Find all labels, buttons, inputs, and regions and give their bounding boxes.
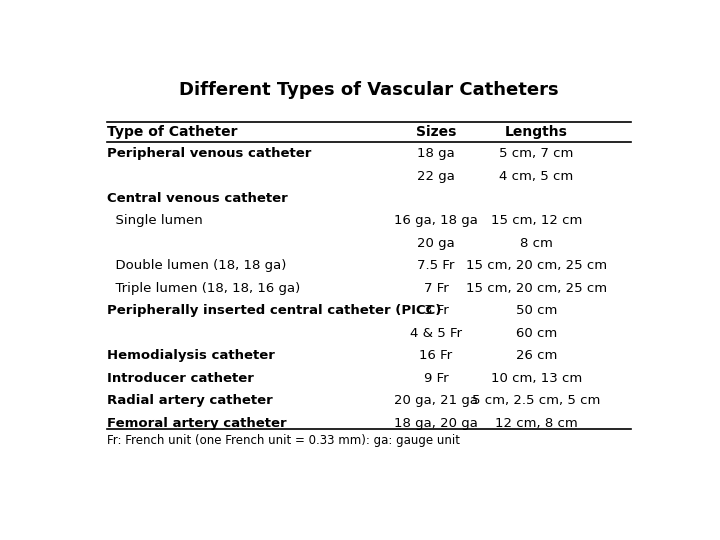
Text: Radial artery catheter: Radial artery catheter: [107, 394, 272, 407]
Text: 4 cm, 5 cm: 4 cm, 5 cm: [499, 170, 574, 183]
Text: Triple lumen (18, 18, 16 ga): Triple lumen (18, 18, 16 ga): [107, 282, 300, 295]
Text: 5 cm, 7 cm: 5 cm, 7 cm: [499, 147, 574, 160]
Text: Different Types of Vascular Catheters: Different Types of Vascular Catheters: [179, 82, 559, 99]
Text: Central venous catheter: Central venous catheter: [107, 192, 287, 205]
Text: 20 ga, 21 ga: 20 ga, 21 ga: [394, 394, 478, 407]
Text: 16 ga, 18 ga: 16 ga, 18 ga: [394, 214, 478, 227]
Text: 22 ga: 22 ga: [417, 170, 455, 183]
Text: 7.5 Fr: 7.5 Fr: [418, 259, 454, 272]
Text: 60 cm: 60 cm: [516, 327, 557, 340]
Text: Lengths: Lengths: [505, 125, 568, 139]
Text: Peripheral venous catheter: Peripheral venous catheter: [107, 147, 311, 160]
Text: Peripherally inserted central catheter (PICC): Peripherally inserted central catheter (…: [107, 305, 441, 318]
Text: 18 ga, 20 ga: 18 ga, 20 ga: [394, 416, 478, 429]
Text: Femoral artery catheter: Femoral artery catheter: [107, 416, 287, 429]
Text: 8 cm: 8 cm: [520, 237, 553, 250]
Text: 7 Fr: 7 Fr: [423, 282, 449, 295]
Text: Hemodialysis catheter: Hemodialysis catheter: [107, 349, 274, 362]
Text: Single lumen: Single lumen: [107, 214, 202, 227]
Text: 15 cm, 12 cm: 15 cm, 12 cm: [491, 214, 582, 227]
Text: 50 cm: 50 cm: [516, 305, 557, 318]
Text: 12 cm, 8 cm: 12 cm, 8 cm: [495, 416, 577, 429]
Text: 20 ga: 20 ga: [417, 237, 455, 250]
Text: 5 cm, 2.5 cm, 5 cm: 5 cm, 2.5 cm, 5 cm: [472, 394, 600, 407]
Text: 18 ga: 18 ga: [417, 147, 455, 160]
Text: 15 cm, 20 cm, 25 cm: 15 cm, 20 cm, 25 cm: [466, 282, 607, 295]
Text: 3 Fr: 3 Fr: [423, 305, 449, 318]
Text: Double lumen (18, 18 ga): Double lumen (18, 18 ga): [107, 259, 286, 272]
Text: 4 & 5 Fr: 4 & 5 Fr: [410, 327, 462, 340]
Text: Introducer catheter: Introducer catheter: [107, 372, 253, 384]
Text: Type of Catheter: Type of Catheter: [107, 125, 238, 139]
Text: 16 Fr: 16 Fr: [419, 349, 453, 362]
Text: Sizes: Sizes: [415, 125, 456, 139]
Text: Fr: French unit (one French unit = 0.33 mm): ga: gauge unit: Fr: French unit (one French unit = 0.33 …: [107, 435, 460, 448]
Text: 26 cm: 26 cm: [516, 349, 557, 362]
Text: 15 cm, 20 cm, 25 cm: 15 cm, 20 cm, 25 cm: [466, 259, 607, 272]
Text: 9 Fr: 9 Fr: [423, 372, 449, 384]
Text: 10 cm, 13 cm: 10 cm, 13 cm: [491, 372, 582, 384]
